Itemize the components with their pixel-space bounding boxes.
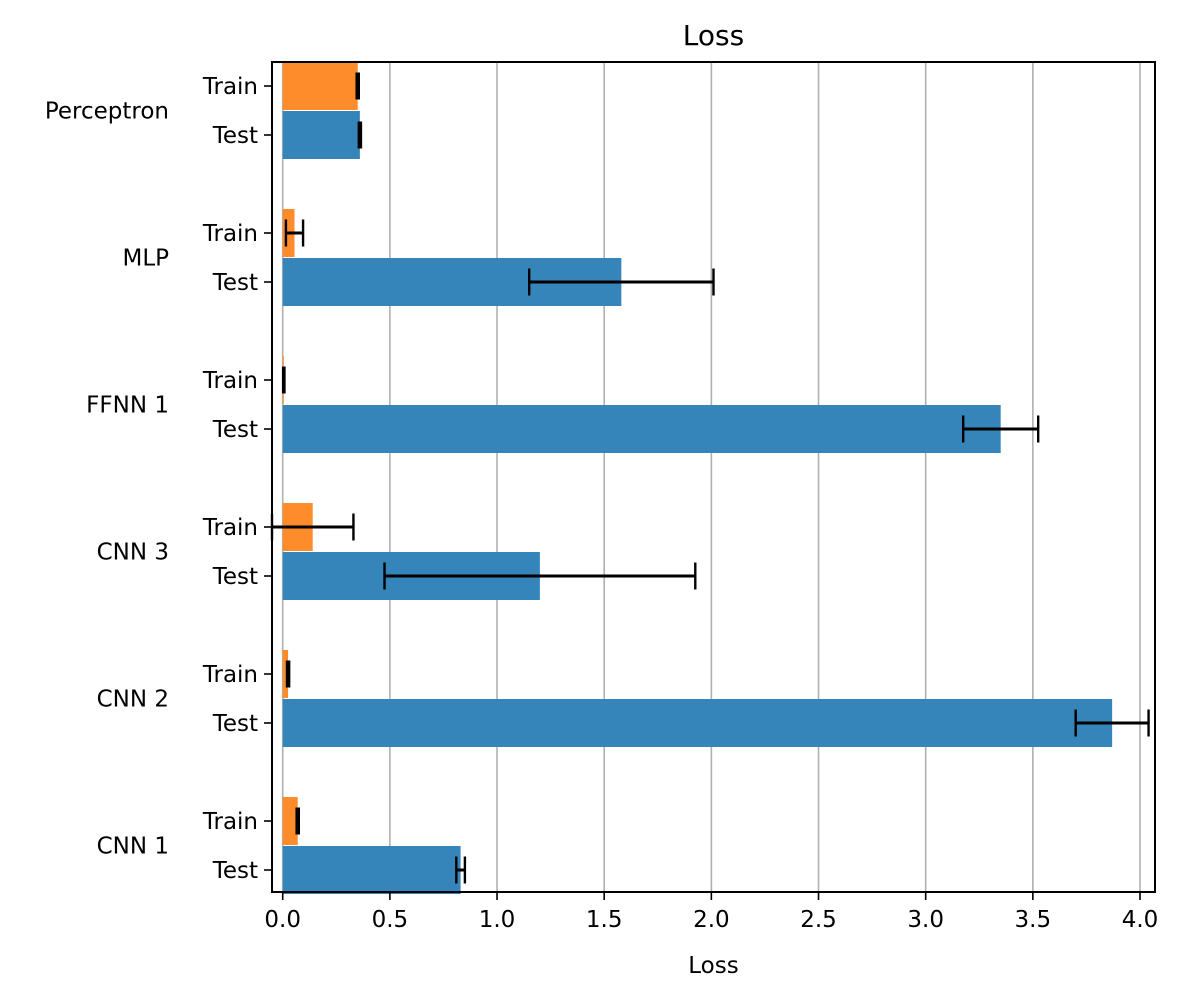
group-label: CNN 3 <box>97 540 169 566</box>
error-bars <box>270 72 1150 884</box>
x-tick-label: 2.5 <box>800 907 837 933</box>
x-axis-label: Loss <box>688 953 738 979</box>
train-bar <box>282 62 358 110</box>
test-bar <box>282 405 1001 453</box>
x-tick-label: 3.5 <box>1015 907 1052 933</box>
test-bar <box>282 111 360 159</box>
train-tick-label: Train <box>202 662 258 688</box>
test-bar <box>282 846 461 894</box>
test-tick-label: Test <box>212 417 258 443</box>
x-axis-ticks: 0.0 0.5 1.0 1.5 2.0 2.5 3.0 3.5 4.0 <box>264 892 1158 933</box>
test-tick-label: Test <box>212 564 258 590</box>
x-tick-label: 2.0 <box>693 907 730 933</box>
test-tick-label: Test <box>212 270 258 296</box>
x-tick-label: 0.5 <box>372 907 409 933</box>
grid-lines <box>281 62 1141 892</box>
group-label: MLP <box>122 246 169 272</box>
train-bar <box>282 797 298 845</box>
x-tick-label: 1.0 <box>479 907 516 933</box>
x-tick-label: 1.5 <box>586 907 623 933</box>
test-bar <box>282 699 1113 747</box>
test-tick-label: Test <box>212 858 258 884</box>
train-bar <box>282 650 289 698</box>
group-label: FFNN 1 <box>86 393 169 419</box>
train-tick-label: Train <box>202 368 258 394</box>
test-tick-label: Test <box>212 711 258 737</box>
y-axis-ticks: Train Test Perceptron Train Test MLP Train Test… <box>45 74 272 884</box>
train-tick-label: Train <box>202 74 258 100</box>
test-tick-label: Test <box>212 123 258 149</box>
plot-frame <box>271 61 1156 893</box>
x-tick-label: 3.0 <box>907 907 944 933</box>
group-label: Perceptron <box>45 99 169 125</box>
train-tick-label: Train <box>202 221 258 247</box>
train-tick-label: Train <box>202 515 258 541</box>
x-tick-label: 4.0 <box>1122 907 1159 933</box>
x-tick-label: 0.0 <box>264 907 301 933</box>
chart-title: Loss <box>683 19 744 52</box>
group-label: CNN 2 <box>97 687 169 713</box>
group-label: CNN 1 <box>97 834 169 860</box>
bars <box>282 62 1113 894</box>
train-tick-label: Train <box>202 809 258 835</box>
